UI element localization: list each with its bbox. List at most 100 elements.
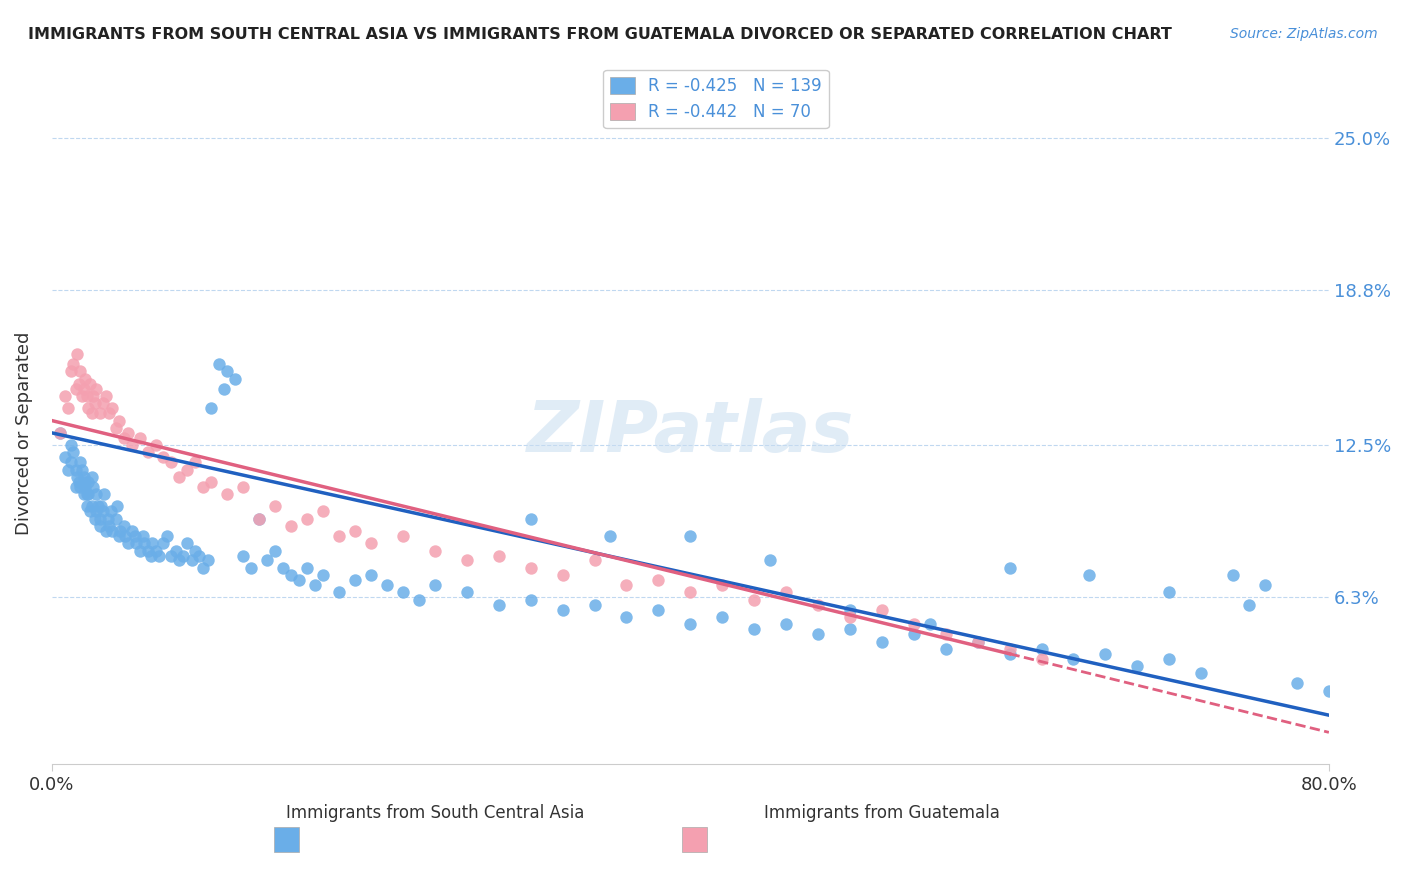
Point xyxy=(742,622,765,636)
Point xyxy=(114,529,136,543)
Point xyxy=(134,536,156,550)
Point xyxy=(62,357,84,371)
Point xyxy=(152,536,174,550)
Point xyxy=(304,578,326,592)
Point xyxy=(101,401,124,416)
Point xyxy=(77,475,100,489)
Point xyxy=(105,500,128,514)
Point xyxy=(62,445,84,459)
Text: Source: ZipAtlas.com: Source: ZipAtlas.com xyxy=(1230,27,1378,41)
Point xyxy=(80,406,103,420)
Point xyxy=(200,401,222,416)
Point xyxy=(56,463,79,477)
Point xyxy=(870,602,893,616)
Point xyxy=(679,585,702,599)
Point xyxy=(128,543,150,558)
Point xyxy=(70,389,93,403)
Point xyxy=(91,396,114,410)
Point xyxy=(1350,690,1372,705)
Point xyxy=(1159,585,1181,599)
Point xyxy=(711,578,734,592)
Point xyxy=(456,553,478,567)
Point xyxy=(1031,651,1053,665)
Point xyxy=(53,450,76,465)
Point xyxy=(93,487,115,501)
Point xyxy=(1159,651,1181,665)
Point xyxy=(839,622,862,636)
Point xyxy=(59,364,82,378)
Point xyxy=(264,500,287,514)
Point xyxy=(1382,696,1405,710)
Point xyxy=(100,504,122,518)
Point xyxy=(360,568,382,582)
Point xyxy=(998,647,1021,661)
Point xyxy=(423,543,446,558)
Point xyxy=(392,585,415,599)
Point xyxy=(280,568,302,582)
Point xyxy=(839,602,862,616)
Point xyxy=(288,573,311,587)
Point xyxy=(104,421,127,435)
Point xyxy=(184,543,207,558)
Point xyxy=(271,561,294,575)
Text: IMMIGRANTS FROM SOUTH CENTRAL ASIA VS IMMIGRANTS FROM GUATEMALA DIVORCED OR SEPA: IMMIGRANTS FROM SOUTH CENTRAL ASIA VS IM… xyxy=(28,27,1173,42)
Point xyxy=(966,634,988,648)
Point xyxy=(208,357,231,371)
Point xyxy=(73,382,96,396)
Point xyxy=(1317,683,1340,698)
Point xyxy=(65,463,87,477)
Point xyxy=(176,463,198,477)
Point xyxy=(148,549,170,563)
Point xyxy=(76,487,98,501)
Point xyxy=(519,561,541,575)
Point xyxy=(187,549,209,563)
Point xyxy=(488,549,510,563)
Point xyxy=(488,598,510,612)
Point xyxy=(181,553,204,567)
Point xyxy=(295,561,318,575)
Point xyxy=(375,578,398,592)
Point xyxy=(232,480,254,494)
Point xyxy=(583,553,606,567)
Point xyxy=(112,431,135,445)
Point xyxy=(73,470,96,484)
Point xyxy=(112,519,135,533)
Point xyxy=(82,389,104,403)
Point xyxy=(124,529,146,543)
Point xyxy=(551,568,574,582)
Point xyxy=(679,617,702,632)
Point xyxy=(935,641,957,656)
Point xyxy=(86,487,108,501)
Point xyxy=(160,455,183,469)
Point xyxy=(77,401,100,416)
Point xyxy=(647,602,669,616)
Point xyxy=(200,475,222,489)
Text: ZIPatlas: ZIPatlas xyxy=(527,399,853,467)
Point xyxy=(66,347,89,361)
Point xyxy=(1031,641,1053,656)
Point xyxy=(65,382,87,396)
Point xyxy=(312,568,335,582)
Point xyxy=(312,504,335,518)
Point xyxy=(616,610,638,624)
Point xyxy=(232,549,254,563)
Point xyxy=(86,382,108,396)
Point xyxy=(67,475,90,489)
Point xyxy=(90,500,112,514)
Point xyxy=(77,487,100,501)
Point xyxy=(998,561,1021,575)
Legend: R = -0.425   N = 139, R = -0.442   N = 70: R = -0.425 N = 139, R = -0.442 N = 70 xyxy=(603,70,828,128)
Point xyxy=(97,512,120,526)
Point xyxy=(172,549,194,563)
Point xyxy=(599,529,621,543)
Point xyxy=(107,413,129,427)
Point xyxy=(104,512,127,526)
Point xyxy=(224,372,246,386)
Point xyxy=(94,389,117,403)
Point xyxy=(240,561,263,575)
Point xyxy=(82,480,104,494)
Point xyxy=(160,549,183,563)
Point xyxy=(212,382,235,396)
Point xyxy=(48,425,70,440)
Point xyxy=(117,425,139,440)
